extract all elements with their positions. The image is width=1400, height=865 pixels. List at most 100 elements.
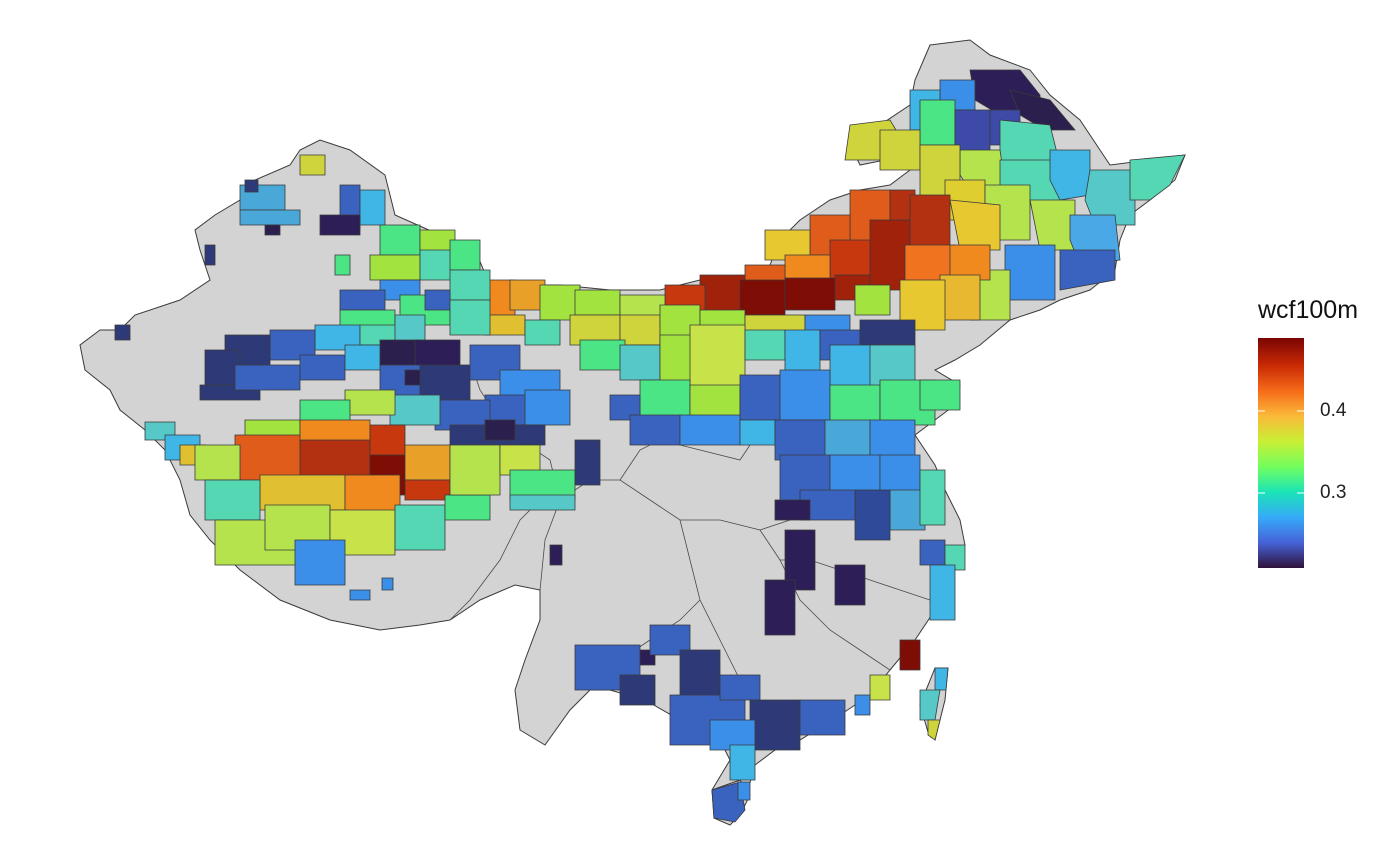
region-cell: [234, 364, 301, 391]
region-cell: [919, 469, 946, 526]
region-cell: [339, 289, 386, 311]
region-cell: [834, 564, 866, 606]
region-cell: [344, 344, 386, 371]
region-cell: [234, 434, 306, 481]
region-cell: [919, 99, 956, 146]
region-cell: [619, 674, 656, 706]
region-cell: [764, 579, 796, 636]
region-cell: [444, 494, 491, 521]
region-cell: [549, 544, 563, 566]
region-cell: [929, 564, 956, 621]
region-cell: [689, 324, 746, 391]
region-cell: [919, 379, 961, 411]
region-cell: [574, 289, 621, 316]
region-cell: [739, 279, 786, 316]
region-cell: [854, 489, 891, 541]
region-cell: [949, 244, 991, 281]
region-cell: [299, 439, 371, 481]
region-cell: [784, 277, 836, 311]
legend-tick-0.3: 0.3: [1320, 482, 1347, 503]
region-cell: [737, 781, 751, 801]
region-cell: [379, 224, 421, 256]
region-cell: [919, 539, 946, 566]
region-cell: [619, 314, 661, 346]
region-cell: [264, 224, 281, 236]
legend-tick-0.4: 0.4: [1320, 400, 1347, 421]
region-cell: [859, 319, 916, 346]
region-cell: [194, 444, 241, 481]
region-cell: [244, 179, 259, 193]
region-cell: [344, 389, 396, 416]
region-cell: [829, 384, 881, 426]
region-cell: [899, 279, 946, 331]
region-cell: [939, 274, 981, 321]
region-cell: [779, 369, 831, 421]
region-cell: [829, 344, 876, 391]
region-cell: [204, 479, 261, 521]
region-cell: [944, 544, 966, 571]
region-cell: [524, 389, 571, 426]
region-cell: [1049, 149, 1091, 201]
region-cell: [949, 199, 1001, 251]
region-cell: [424, 289, 451, 311]
region-cell: [679, 649, 721, 701]
region-cell: [629, 414, 681, 446]
region-cell: [934, 667, 949, 691]
region-cell: [1059, 249, 1116, 291]
region-cell: [784, 529, 816, 591]
region-cell: [719, 674, 761, 701]
region-cell: [449, 299, 491, 336]
region-cell: [739, 419, 776, 446]
legend-colorbar: [1258, 338, 1304, 568]
region-cell: [854, 694, 871, 716]
region-cell: [824, 419, 871, 461]
region-cell: [854, 284, 891, 316]
region-cell: [1129, 154, 1186, 201]
region-cell: [579, 339, 626, 371]
region-cell: [381, 577, 394, 591]
region-cell: [379, 339, 421, 366]
colored-regions: [114, 69, 1186, 823]
region-cell: [204, 244, 216, 266]
region-cell: [294, 539, 346, 586]
region-cell: [404, 369, 421, 386]
region-cell: [389, 394, 441, 426]
region-cell: [319, 214, 361, 236]
region-cell: [239, 209, 301, 226]
region-cell: [449, 239, 481, 271]
region-cell: [1004, 244, 1056, 301]
region-cell: [869, 419, 916, 461]
region-cell: [619, 344, 661, 381]
legend-title: wcf100m: [1258, 296, 1359, 324]
region-cell: [679, 414, 741, 446]
region-cell: [524, 319, 561, 346]
region-cell: [394, 504, 446, 551]
region-cell: [574, 439, 601, 486]
region-cell: [869, 219, 911, 291]
region-cell: [869, 674, 891, 701]
region-cell: [784, 254, 831, 281]
region-cell: [749, 699, 801, 751]
region-cell: [359, 189, 386, 226]
region-cell: [879, 129, 921, 171]
region-cell: [639, 379, 691, 421]
region-cell: [927, 719, 941, 741]
region-cell: [799, 699, 846, 736]
region-cell: [349, 589, 371, 601]
region-cell: [299, 354, 346, 381]
region-cell: [899, 639, 921, 671]
region-cell: [739, 374, 781, 421]
region-cell: [369, 254, 421, 281]
region-cell: [334, 254, 351, 276]
region-cell: [774, 499, 811, 521]
region-cell: [299, 154, 326, 176]
region-cell: [774, 419, 831, 461]
region-cell: [784, 329, 821, 376]
region-cell: [879, 454, 921, 496]
region-cell: [484, 419, 516, 441]
region-cell: [449, 444, 501, 496]
region-cell: [114, 324, 131, 341]
region-cell: [699, 274, 746, 316]
region-cell: [509, 494, 576, 511]
